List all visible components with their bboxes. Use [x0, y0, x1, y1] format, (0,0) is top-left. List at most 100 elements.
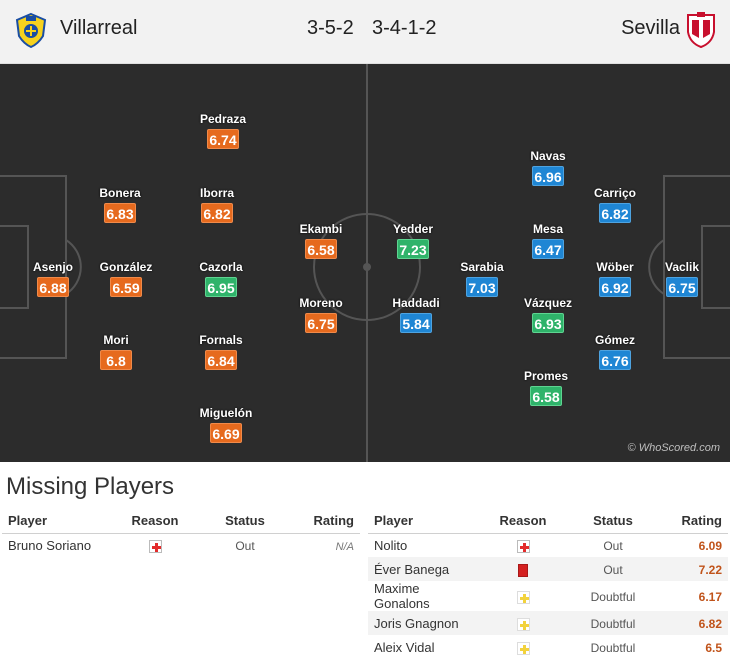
table-row: Éver Banega Out 7.22 [368, 557, 728, 581]
player-name: Miguelón [199, 406, 253, 420]
away-missing-table: Player Reason Status Rating Nolito Out 6… [368, 508, 728, 659]
player-card[interactable]: Cazorla 6.95 [191, 260, 251, 298]
table-row: Joris Gnagnon Doubtful 6.82 [368, 611, 728, 635]
player-rating: 6.95 [205, 277, 237, 297]
player-card[interactable]: Asenjo 6.88 [23, 260, 83, 298]
player-card[interactable]: Bonera 6.83 [90, 186, 150, 224]
player-card[interactable]: Pedraza 6.74 [193, 112, 253, 150]
status-text: Out [235, 538, 255, 553]
player-link[interactable]: Maxime Gonalons [374, 581, 430, 611]
player-rating: 6.47 [532, 239, 564, 259]
player-name: Cazorla [199, 260, 243, 274]
player-link[interactable]: Nolito [374, 537, 408, 553]
col-status: Status [568, 508, 658, 534]
player-rating: 6.58 [530, 386, 562, 406]
col-status: Status [200, 508, 290, 534]
player-card[interactable]: Navas 6.96 [518, 149, 578, 187]
player-name: Ekambi [299, 222, 343, 236]
player-rating: 6.96 [532, 166, 564, 186]
player-rating: 6.75 [305, 313, 337, 333]
missing-players-title: Missing Players [6, 473, 175, 500]
player-name: Bonera [99, 186, 141, 200]
home-missing-table: Player Reason Status Rating Bruno Sorian… [2, 508, 360, 557]
player-card[interactable]: Promes 6.58 [516, 369, 576, 407]
player-link[interactable]: Joris Gnagnon [368, 611, 478, 635]
player-rating: 6.83 [104, 203, 136, 223]
player-name: Sarabia [460, 260, 504, 274]
table-row: Maxime Gonalons Doubtful 6.17 [368, 581, 728, 611]
rating-value: 6.09 [698, 538, 722, 553]
rating-value: 7.22 [698, 562, 722, 577]
player-link[interactable]: Aleix Vidal [374, 639, 435, 655]
player-card[interactable]: Fornals 6.84 [191, 333, 251, 371]
doubtful-icon [516, 641, 530, 655]
rating-value: N/A [335, 540, 354, 553]
player-name: Mori [103, 333, 129, 347]
player-card[interactable]: Yedder 7.23 [383, 222, 443, 260]
player-rating: 6.82 [599, 203, 631, 223]
player-rating: 6.8 [100, 350, 132, 370]
player-card[interactable]: González 6.59 [96, 260, 156, 298]
col-player: Player [2, 508, 110, 534]
col-rating: Rating [290, 508, 360, 534]
player-card[interactable]: Gómez 6.76 [585, 333, 645, 371]
pitch-lines [0, 64, 730, 462]
player-link[interactable]: Éver Banega [368, 557, 478, 581]
player-card[interactable]: Ekambi 6.58 [291, 222, 351, 260]
status-text: Doubtful [590, 640, 636, 655]
player-name: Fornals [199, 333, 243, 347]
player-card[interactable]: Vaclik 6.75 [652, 260, 712, 298]
player-name: Carriço [593, 186, 637, 200]
home-formation: 3-5-2 [307, 17, 354, 39]
player-name: Vázquez [523, 296, 572, 310]
player-card[interactable]: Wöber 6.92 [585, 260, 645, 298]
player-card[interactable]: Carriço 6.82 [585, 186, 645, 224]
injury-icon [148, 539, 162, 553]
player-card[interactable]: Vázquez 6.93 [518, 296, 578, 334]
player-rating: 6.88 [37, 277, 69, 297]
player-rating: 6.59 [110, 277, 142, 297]
player-name: Navas [530, 149, 566, 163]
injury-icon [516, 539, 530, 553]
player-rating: 6.75 [666, 277, 698, 297]
player-card[interactable]: Mesa 6.47 [518, 222, 578, 260]
player-card[interactable]: Iborra 6.82 [187, 186, 247, 224]
player-name: Pedraza [199, 112, 247, 126]
col-reason: Reason [110, 508, 200, 534]
sevilla-crest-icon[interactable] [684, 12, 718, 48]
doubtful-icon [516, 617, 530, 631]
match-header: Villarreal 3-5-2 3-4-1-2 Sevilla [0, 0, 730, 64]
player-card[interactable]: Miguelón 6.69 [196, 406, 256, 444]
player-name: Moreno [299, 296, 343, 310]
player-link[interactable]: Bruno Soriano [8, 537, 92, 553]
player-card[interactable]: Moreno 6.75 [291, 296, 351, 334]
player-rating: 7.23 [397, 239, 429, 259]
player-name: Asenjo [32, 260, 73, 274]
player-rating: 6.82 [201, 203, 233, 223]
home-team-name[interactable]: Villarreal [60, 17, 138, 39]
away-team-name[interactable]: Sevilla [621, 17, 680, 39]
player-rating: 6.58 [305, 239, 337, 259]
status-text: Doubtful [590, 589, 636, 604]
player-name: Vaclik [664, 260, 700, 274]
away-formation: 3-4-1-2 [372, 17, 437, 39]
player-name: Gómez [594, 333, 635, 347]
player-name: Yedder [392, 222, 434, 236]
player-rating: 5.84 [400, 313, 432, 333]
player-rating: 7.03 [466, 277, 498, 297]
player-rating: 6.93 [532, 313, 564, 333]
table-row: Bruno Soriano Out N/A [2, 533, 360, 557]
pitch: Asenjo 6.88 Bonera 6.83 González 6.59 Mo… [0, 64, 730, 462]
table-row: Nolito Out 6.09 [368, 533, 728, 557]
col-rating: Rating [658, 508, 728, 534]
player-name: González [99, 260, 153, 274]
player-card[interactable]: Haddadi 5.84 [386, 296, 446, 334]
rating-value: 6.17 [698, 589, 722, 604]
status-text: Out [603, 538, 623, 553]
player-card[interactable]: Mori 6.8 [86, 333, 146, 371]
red-card-icon [518, 563, 528, 577]
player-card[interactable]: Sarabia 7.03 [452, 260, 512, 298]
villarreal-crest-icon[interactable] [14, 12, 48, 48]
rating-value: 6.82 [698, 616, 722, 631]
status-text: Out [603, 562, 623, 577]
